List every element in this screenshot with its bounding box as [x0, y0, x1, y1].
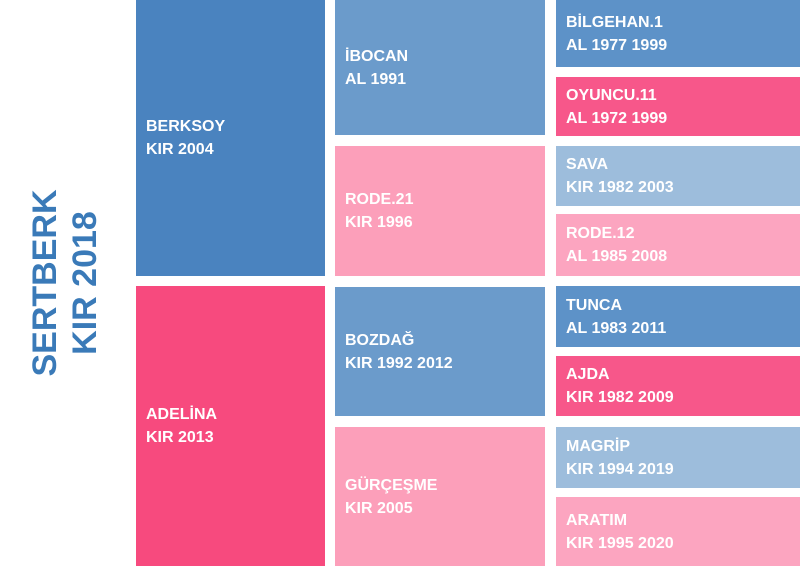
- name: BOZDAĞ: [345, 331, 415, 349]
- ancestor: SAVA KIR 1982 2003: [556, 146, 800, 206]
- info: KIR 1995 2020: [566, 534, 674, 552]
- info: AL 1991: [345, 70, 407, 88]
- subject: SERTBERK KIR 2018: [25, 189, 105, 376]
- info: KIR 1994 2019: [566, 460, 674, 478]
- name: RODE.12: [566, 225, 635, 242]
- ancestor: BİLGEHAN.1 AL 1977 1999: [556, 0, 800, 67]
- dam: ADELİNA KIR 2013: [136, 286, 325, 566]
- subject-name: SERTBERK: [26, 189, 64, 377]
- ancestor: ARATIM KIR 1995 2020: [556, 497, 800, 566]
- info: AL 1983 2011: [566, 319, 667, 337]
- name: RODE.21: [345, 191, 414, 208]
- info: KIR 1992 2012: [345, 354, 453, 372]
- ancestor: OYUNCU.11 AL 1972 1999: [556, 77, 800, 136]
- info: AL 1985 2008: [566, 248, 668, 265]
- name: OYUNCU.11: [566, 86, 657, 104]
- ancestor: RODE.12 AL 1985 2008: [556, 214, 800, 276]
- name: AJDA: [566, 366, 610, 383]
- ancestor: İBOCAN AL 1991: [335, 0, 545, 135]
- subject-info: KIR 2018: [66, 211, 104, 355]
- info: KIR 2013: [146, 429, 214, 446]
- name: ARATIM: [566, 511, 628, 529]
- ancestor: RODE.21 KIR 1996: [335, 146, 545, 276]
- name: BERKSOY: [146, 118, 226, 135]
- name: İBOCAN: [345, 47, 409, 65]
- ancestor: MAGRİP KIR 1994 2019: [556, 427, 800, 488]
- name: SAVA: [566, 156, 609, 173]
- info: KIR 1982 2003: [566, 179, 674, 196]
- ancestor: BOZDAĞ KIR 1992 2012: [335, 287, 545, 416]
- ancestor: TUNCA AL 1983 2011: [556, 286, 800, 347]
- name: MAGRİP: [566, 437, 630, 455]
- info: KIR 2005: [345, 499, 413, 517]
- info: AL 1977 1999: [566, 36, 668, 54]
- info: KIR 1996: [345, 214, 413, 231]
- name: GÜRÇEŞME: [345, 476, 438, 494]
- name: TUNCA: [566, 296, 622, 314]
- info: AL 1972 1999: [566, 109, 668, 127]
- ancestor: GÜRÇEŞME KIR 2005: [335, 427, 545, 566]
- info: KIR 2004: [146, 141, 214, 158]
- ancestor: AJDA KIR 1982 2009: [556, 356, 800, 416]
- name: BİLGEHAN.1: [566, 13, 663, 31]
- sire: BERKSOY KIR 2004: [136, 0, 325, 276]
- info: KIR 1982 2009: [566, 389, 674, 406]
- name: ADELİNA: [146, 406, 218, 423]
